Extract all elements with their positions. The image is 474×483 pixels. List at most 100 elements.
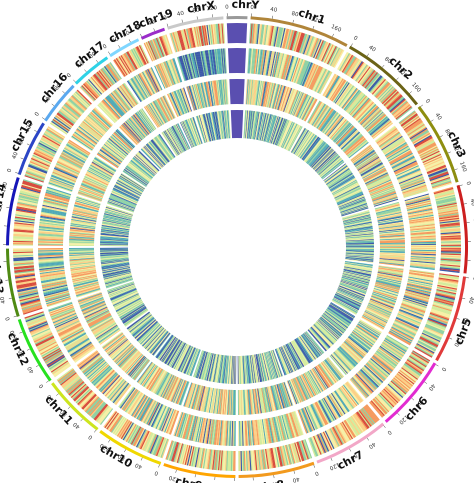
heatmap-track-1-chr5 <box>414 273 460 358</box>
chromosome-label-chr17: chr17 <box>71 39 107 71</box>
ideogram-band-chr8 <box>238 461 315 478</box>
tick-mark-chr14 <box>10 188 14 190</box>
heatmap-track-1-chr8 <box>238 439 313 471</box>
heatmap-track-3-chr5 <box>361 265 404 331</box>
heatmap-track-3-chrX <box>186 79 229 111</box>
heatmap-track-4-chr1 <box>243 110 303 152</box>
tick-label-chr13: 80 <box>0 277 3 285</box>
tick-mark-chr8 <box>313 464 315 468</box>
tick-label-chr2: 0 <box>352 35 358 42</box>
tick-mark-chr6 <box>411 397 415 401</box>
tick-mark-chr9 <box>175 469 177 473</box>
tick-mark-chr3 <box>454 168 458 171</box>
tick-label-chr13: 120 <box>0 256 1 267</box>
tick-label-chr6: 80 <box>413 399 422 409</box>
heatmap-track-4-chr18 <box>161 123 191 157</box>
tick-label-chr1: 160 <box>330 24 342 34</box>
heatmap-track-1-chr6 <box>369 350 431 418</box>
tick-label-chr11: 120 <box>46 393 58 405</box>
tick-mark-chrX <box>196 16 198 20</box>
tick-mark-chr6 <box>397 413 400 416</box>
tick-label-chrX: 40 <box>177 10 186 18</box>
tick-mark-chr18 <box>128 39 131 43</box>
tick-mark-chr11 <box>80 418 83 422</box>
tick-mark-chr18 <box>107 51 111 55</box>
heatmap-track-1-chr3 <box>398 110 452 190</box>
heatmap-track-4-chr3 <box>323 163 369 217</box>
chromosome-label-chr14: chr14 <box>0 182 9 219</box>
tick-mark-chr13 <box>8 297 12 300</box>
tick-label-chr6: 40 <box>427 382 436 392</box>
tick-mark-chr16 <box>41 117 45 120</box>
tick-mark-chr6 <box>435 364 439 367</box>
chromosome-label-chr13: chr13 <box>0 258 6 294</box>
tick-mark-chr8 <box>293 470 295 474</box>
tick-label-chr15: 80 <box>18 136 27 145</box>
tick-label-chr3: 0 <box>424 98 431 105</box>
heatmap-track-1-chr1 <box>249 23 345 68</box>
heatmap-track-4-chr12 <box>106 281 149 327</box>
heatmap-track-2-chr11 <box>76 350 132 406</box>
chromosome-label-chrX: chrX <box>186 0 216 16</box>
tick-mark-chr7 <box>349 448 352 452</box>
tick-label-chr17: 40 <box>76 61 86 70</box>
heatmap-track-2-chr14 <box>38 186 72 246</box>
tick-label-chr6: 0 <box>439 366 446 372</box>
tick-label-chrX: 80 <box>192 7 200 14</box>
tick-label-chr2: 120 <box>396 68 408 80</box>
heatmap-track-2-chrY <box>227 47 247 74</box>
tick-label-chr14: 120 <box>1 181 10 193</box>
heatmap-track-3-chr19 <box>167 87 192 117</box>
tick-label-chr5: 0 <box>471 277 474 282</box>
heatmap-track-1-chr11 <box>56 367 114 425</box>
heatmap-track-1-chr16 <box>49 89 92 135</box>
tick-mark-chr3 <box>447 151 451 154</box>
tick-label-chr2: 80 <box>383 56 393 65</box>
tick-label-chr12: 80 <box>18 348 27 357</box>
tick-label-chr9: 120 <box>168 474 180 483</box>
tick-mark-chr14 <box>6 206 10 208</box>
tick-mark-chr13 <box>13 315 17 318</box>
tick-label-chrY: 0 <box>225 5 229 11</box>
tick-label-chr11: 0 <box>87 433 94 440</box>
tick-label-chr1: 80 <box>291 11 300 19</box>
heatmap-track-1-chr12 <box>24 311 72 378</box>
tick-mark-chr10 <box>140 457 143 461</box>
heatmap-track-2-chr17 <box>97 82 139 124</box>
tick-label-chr8: 40 <box>291 475 300 483</box>
tick-label-chr4: 160 <box>473 255 474 266</box>
heatmap-track-4-chr6 <box>307 302 356 352</box>
heatmap-track-3-chr8 <box>237 381 294 415</box>
tick-mark-chr17 <box>95 59 99 63</box>
tick-label-chr16: 40 <box>43 96 52 106</box>
heatmap-track-2-chr3 <box>374 125 428 199</box>
heatmap-track-4-chr4 <box>341 210 375 263</box>
chromosome-label-chr12: chr12 <box>5 330 32 367</box>
heatmap-track-2-chr13 <box>38 248 72 308</box>
tick-mark-chr10 <box>158 464 160 468</box>
tick-mark-chr2 <box>350 43 353 47</box>
chromosome-label-chr6: chr6 <box>402 394 430 423</box>
heatmap-track-3-chr2 <box>307 100 369 159</box>
tick-mark-chr3 <box>430 119 434 122</box>
ideogram-band-chrY <box>226 16 248 20</box>
tick-label-chr4: 40 <box>469 198 474 206</box>
heatmap-track-4-chrY <box>230 109 244 139</box>
tick-mark-chrX <box>166 23 169 27</box>
heatmap-track-4-chr5 <box>331 261 373 315</box>
ideogram-band-chr1 <box>250 16 348 47</box>
ideogram-band-chr14 <box>6 177 20 246</box>
tick-label-chr7: 120 <box>328 461 340 471</box>
heatmap-track-2-chr18 <box>126 67 163 103</box>
tick-label-chr14: 80 <box>0 202 5 210</box>
heatmap-track-3-chr14 <box>69 196 101 246</box>
heatmap-track-2-chr16 <box>70 107 114 152</box>
tick-mark-chr12 <box>46 380 49 383</box>
tick-mark-chr15 <box>15 172 19 174</box>
tick-label-chr10: 120 <box>99 441 111 452</box>
tick-label-chr12: 40 <box>27 365 36 375</box>
heatmap-track-3-chr9 <box>183 382 236 415</box>
heatmap-track-3-chr11 <box>101 331 151 381</box>
chromosome-label-chr8: chr8 <box>256 478 285 483</box>
tick-label-chr6: 120 <box>397 413 409 425</box>
